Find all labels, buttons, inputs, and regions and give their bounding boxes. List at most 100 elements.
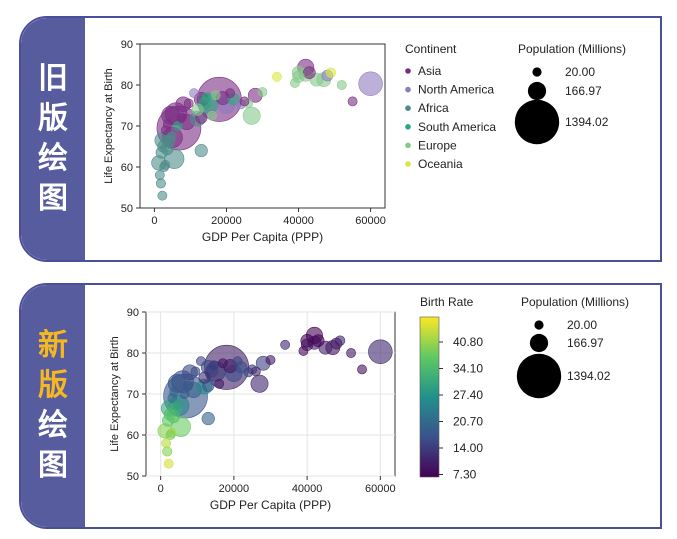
y-tick-label: 50 [121, 203, 133, 215]
legend-marker [405, 124, 411, 130]
colorbar-tick-label: 20.70 [453, 415, 483, 429]
data-point [162, 119, 173, 129]
legend-label: Oceania [418, 157, 463, 171]
y-tick-label: 90 [121, 39, 133, 51]
data-point [239, 96, 250, 107]
x-tick-label: 20000 [211, 215, 242, 227]
size-legend-label: 166.97 [567, 336, 604, 350]
data-point [336, 80, 347, 90]
size-legend-label: 166.97 [565, 84, 602, 98]
data-point [190, 366, 201, 377]
data-point [161, 438, 172, 449]
old-version-panel: 旧 版 绘 图 0 20000 40000 60000 50 60 70 80 90 GDP Pe… [19, 16, 662, 262]
legend-title: Continent [405, 42, 457, 56]
data-point [189, 88, 199, 99]
data-point [358, 71, 383, 97]
data-point [198, 371, 211, 384]
legend-label: Europe [418, 138, 457, 152]
label-char: 旧 [38, 61, 68, 96]
label-char: 版 [38, 101, 68, 136]
data-point [166, 131, 177, 142]
data-point [242, 106, 261, 125]
data-point [257, 87, 268, 97]
legend-label: Africa [418, 101, 449, 115]
colorbar-tick-label: 34.10 [453, 362, 483, 376]
x-tick-label: 20000 [219, 483, 250, 495]
old-bubble-chart: 0 20000 40000 60000 50 60 70 80 90 GDP Per Capita… [103, 39, 626, 244]
new-version-panel: 新 版 绘 图 0 20000 40000 60000 50 60 70 80 90 GDP Pe… [19, 283, 662, 529]
data-point [155, 146, 168, 159]
data-point [163, 458, 174, 469]
data-point [194, 144, 208, 158]
data-point [325, 67, 337, 78]
data-point [196, 356, 206, 367]
data-point [201, 412, 215, 426]
size-legend-marker [516, 353, 562, 399]
data-point [176, 112, 187, 123]
label-char: 绘 [38, 141, 68, 176]
data-point [179, 389, 190, 399]
data-point [298, 346, 309, 356]
data-point [357, 364, 367, 375]
colorbar-tick-label: 40.80 [453, 335, 483, 349]
colorbar-tick-label: 27.40 [453, 388, 483, 402]
data-point [247, 364, 258, 375]
size-legend-label: 20.00 [567, 318, 597, 332]
label-char: 新 [38, 328, 68, 363]
legend-label: South America [418, 120, 496, 134]
data-point [265, 355, 276, 365]
colorbar-tick-label: 7.30 [453, 468, 477, 482]
size-legend-marker [514, 99, 560, 145]
y-axis-label: Life Expectancy at Birth [109, 336, 121, 452]
legend-label: Asia [418, 64, 442, 78]
x-tick-label: 60000 [355, 215, 386, 227]
size-legend-marker [527, 81, 547, 101]
y-tick-label: 90 [127, 307, 139, 319]
data-point [183, 380, 194, 391]
y-tick-label: 80 [127, 348, 139, 360]
colorbar-tick-label: 14.00 [453, 441, 483, 455]
data-point [191, 103, 204, 116]
label-char: 绘 [38, 408, 68, 443]
data-point [173, 399, 184, 410]
data-point [334, 335, 346, 346]
y-tick-label: 60 [121, 162, 133, 174]
x-tick-label: 40000 [292, 483, 323, 495]
legend-marker [405, 68, 411, 74]
data-point [225, 88, 235, 99]
legend-marker [405, 105, 411, 111]
data-point [201, 92, 212, 103]
data-point [232, 356, 243, 367]
size-legend-marker [534, 320, 544, 330]
label-char: 图 [38, 181, 68, 216]
size-legend-marker [529, 333, 549, 353]
legend-marker [405, 142, 411, 149]
data-point [290, 78, 300, 88]
x-tick-label: 60000 [365, 483, 396, 495]
x-axis-label: GDP Per Capita (PPP) [210, 498, 331, 512]
size-legend-title: Population (Millions) [521, 295, 629, 309]
data-point [207, 110, 217, 121]
data-point [303, 66, 316, 80]
data-point [214, 378, 225, 389]
legend-marker [405, 161, 411, 167]
x-tick-label: 40000 [283, 215, 314, 227]
data-point [154, 170, 165, 181]
data-point [155, 178, 166, 189]
data-point [210, 90, 221, 101]
legend-label: North America [418, 83, 494, 97]
data-point [272, 71, 282, 82]
data-point [162, 446, 173, 457]
x-tick-label: 0 [158, 483, 164, 495]
data-point [347, 96, 358, 107]
data-point [250, 374, 269, 393]
size-legend-label: 1394.02 [567, 369, 611, 383]
data-point [157, 190, 168, 201]
new-bubble-chart: 0 20000 40000 60000 50 60 70 80 90 GDP Per Capita… [109, 295, 629, 512]
label-char: 图 [38, 448, 68, 483]
y-tick-label: 80 [121, 80, 133, 92]
data-point [161, 414, 174, 427]
y-tick-label: 70 [127, 389, 139, 401]
old-version-label: 旧 版 绘 图 [21, 18, 85, 260]
label-char: 版 [38, 368, 68, 403]
